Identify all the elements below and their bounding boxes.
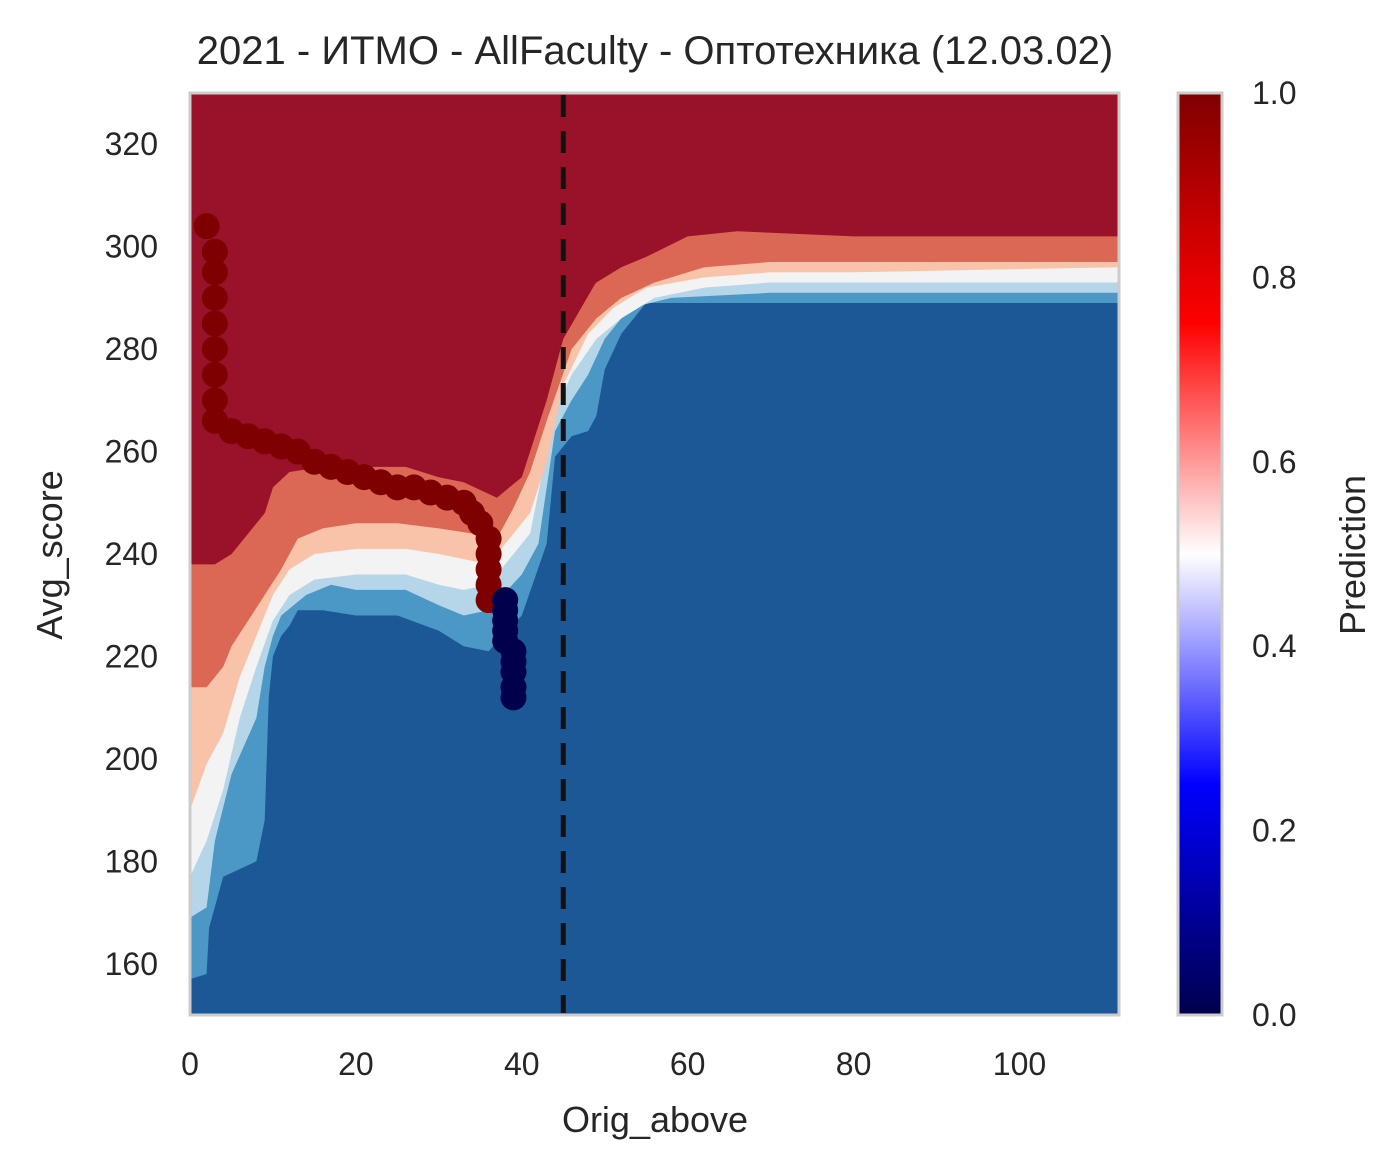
x-ticks: 0 20 40 60 80 100 <box>181 1046 1046 1082</box>
y-tick-label: 280 <box>105 331 158 367</box>
colorbar-label: Prediction <box>1332 475 1373 635</box>
colorbar-tick-label: 0.2 <box>1252 813 1296 849</box>
plot-frame <box>188 91 1121 1017</box>
data-points <box>193 213 527 711</box>
x-tick-label: 100 <box>993 1046 1046 1082</box>
colorbar-tick-label: 0.0 <box>1252 997 1296 1033</box>
y-ticks: 160 180 200 220 240 260 280 300 320 <box>105 126 158 982</box>
y-tick-label: 220 <box>105 638 158 674</box>
y-tick-label: 240 <box>105 536 158 572</box>
colorbar-ticks: 0.0 0.2 0.4 0.6 0.8 1.0 <box>1252 75 1296 1033</box>
x-tick-label: 60 <box>670 1046 706 1082</box>
x-axis-label: Orig_above <box>562 1099 748 1140</box>
colorbar-tick-label: 0.4 <box>1252 628 1296 664</box>
colorbar-tick-label: 1.0 <box>1252 75 1296 111</box>
data-point <box>201 259 228 286</box>
colorbar-tick-label: 0.6 <box>1252 444 1296 480</box>
y-axis-label: Avg_score <box>29 470 70 639</box>
data-point <box>201 336 228 363</box>
y-tick-label: 160 <box>105 946 158 982</box>
data-point <box>500 684 527 711</box>
colorbar-tick-label: 0.8 <box>1252 259 1296 295</box>
x-tick-label: 40 <box>504 1046 540 1082</box>
y-tick-label: 320 <box>105 126 158 162</box>
chart-title: 2021 - ИТМО - AllFaculty - Оптотехника (… <box>197 29 1113 73</box>
contour-layers <box>190 93 1119 1015</box>
contour-band-7 <box>190 93 1119 565</box>
colorbar <box>1176 91 1224 1017</box>
y-tick-label: 180 <box>105 843 158 879</box>
data-point <box>201 284 228 311</box>
data-point <box>201 238 228 265</box>
x-tick-label: 20 <box>338 1046 374 1082</box>
y-tick-label: 200 <box>105 741 158 777</box>
x-tick-label: 80 <box>836 1046 872 1082</box>
y-tick-label: 300 <box>105 229 158 265</box>
data-point <box>201 310 228 337</box>
data-point <box>193 213 220 240</box>
data-point <box>201 387 228 414</box>
y-tick-label: 260 <box>105 434 158 470</box>
data-point <box>201 361 228 388</box>
x-tick-label: 0 <box>181 1046 199 1082</box>
